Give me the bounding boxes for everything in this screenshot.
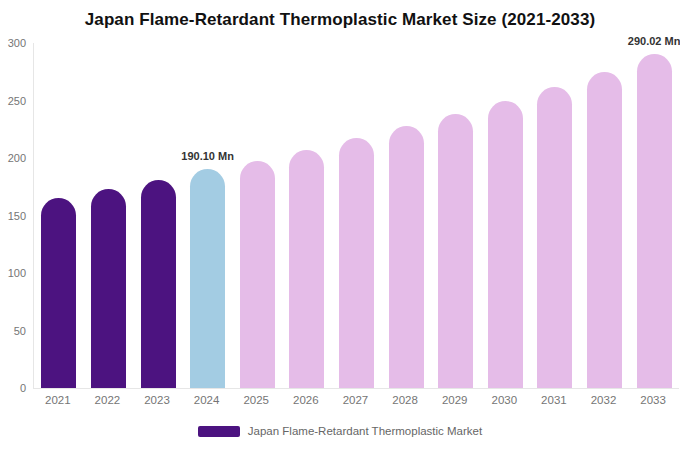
legend: Japan Flame-Retardant Thermoplastic Mark… bbox=[0, 425, 680, 437]
data-label-2024: 190.10 Mn bbox=[181, 150, 234, 162]
bar-slot bbox=[133, 43, 183, 388]
x-tick-label-2021: 2021 bbox=[33, 394, 83, 406]
bar-2024 bbox=[190, 169, 225, 388]
bar-slot bbox=[282, 43, 332, 388]
x-tick-label-2022: 2022 bbox=[83, 394, 133, 406]
bar-slot bbox=[431, 43, 481, 388]
x-tick-label-2025: 2025 bbox=[231, 394, 281, 406]
legend-item[interactable]: Japan Flame-Retardant Thermoplastic Mark… bbox=[198, 425, 482, 437]
y-tick-label: 300 bbox=[0, 37, 26, 49]
bar-2028 bbox=[389, 126, 424, 388]
plot-area: 190.10 Mn 290.02 Mn bbox=[33, 43, 679, 389]
chart-title: Japan Flame-Retardant Thermoplastic Mark… bbox=[0, 10, 680, 30]
legend-swatch-icon bbox=[198, 426, 240, 437]
x-tick-label-2030: 2030 bbox=[479, 394, 529, 406]
bar-2025 bbox=[240, 161, 275, 388]
bar-slot bbox=[530, 43, 580, 388]
bar-2032 bbox=[587, 72, 622, 388]
y-tick-label: 150 bbox=[0, 210, 26, 222]
bar-slot bbox=[84, 43, 134, 388]
y-tick-label: 100 bbox=[0, 267, 26, 279]
bar-slot bbox=[480, 43, 530, 388]
y-tick-label: 250 bbox=[0, 95, 26, 107]
bar-2030 bbox=[488, 101, 523, 388]
legend-label: Japan Flame-Retardant Thermoplastic Mark… bbox=[248, 425, 482, 437]
bar-2023 bbox=[141, 180, 176, 388]
x-tick-label-2032: 2032 bbox=[579, 394, 629, 406]
bar-2033 bbox=[637, 54, 672, 388]
x-axis: 2021202220232024202520262027202820292030… bbox=[33, 394, 678, 406]
bar-2021 bbox=[41, 198, 76, 388]
x-tick-label-2023: 2023 bbox=[132, 394, 182, 406]
data-label-2033: 290.02 Mn bbox=[628, 35, 680, 47]
bar-slot: 190.10 Mn bbox=[183, 43, 233, 388]
bar-2022 bbox=[91, 189, 126, 388]
bar-2026 bbox=[289, 150, 324, 388]
x-tick-label-2033: 2033 bbox=[628, 394, 678, 406]
bar-slot bbox=[381, 43, 431, 388]
market-size-chart: Japan Flame-Retardant Thermoplastic Mark… bbox=[0, 0, 680, 450]
x-tick-label-2028: 2028 bbox=[380, 394, 430, 406]
bar-slot bbox=[580, 43, 630, 388]
bar-2027 bbox=[339, 138, 374, 388]
bar-slot: 290.02 Mn bbox=[629, 43, 679, 388]
x-tick-label-2031: 2031 bbox=[529, 394, 579, 406]
x-tick-label-2026: 2026 bbox=[281, 394, 331, 406]
bar-slot bbox=[332, 43, 382, 388]
x-tick-label-2024: 2024 bbox=[182, 394, 232, 406]
y-tick-label: 0 bbox=[0, 382, 26, 394]
bar-slot bbox=[34, 43, 84, 388]
x-tick-label-2027: 2027 bbox=[331, 394, 381, 406]
y-tick-label: 50 bbox=[0, 325, 26, 337]
y-tick-label: 200 bbox=[0, 152, 26, 164]
x-tick-label-2029: 2029 bbox=[430, 394, 480, 406]
bar-slot bbox=[232, 43, 282, 388]
bar-2029 bbox=[438, 114, 473, 388]
bar-2031 bbox=[537, 87, 572, 388]
